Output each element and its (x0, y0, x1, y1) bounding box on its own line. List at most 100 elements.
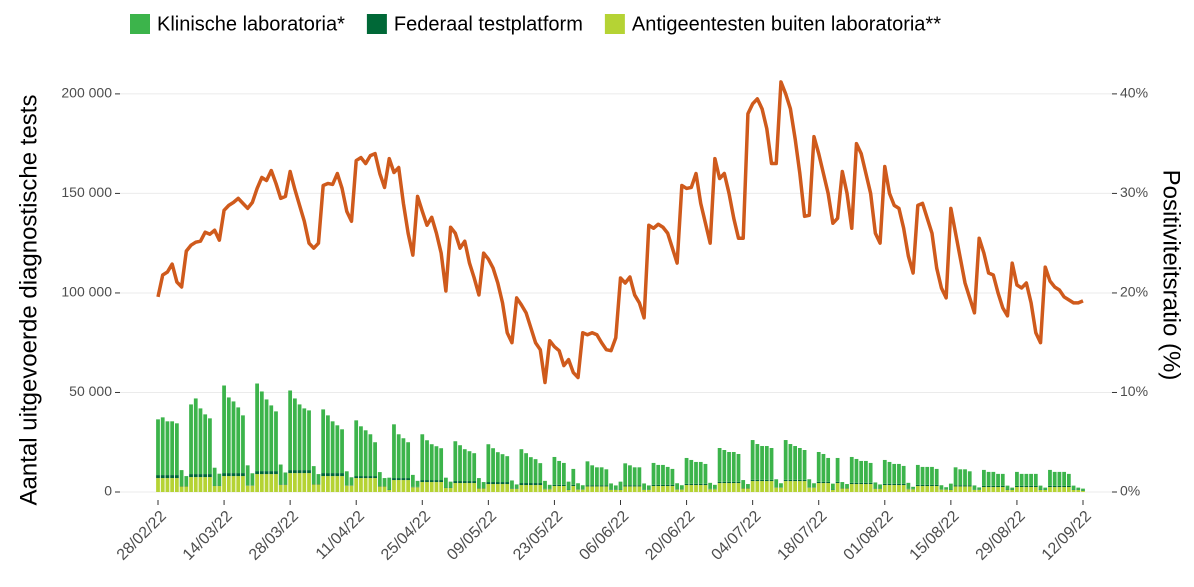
bar-segment (849, 456, 854, 483)
bar-segment (816, 483, 821, 492)
bar-segment (1043, 487, 1048, 490)
bar-segment (1015, 485, 1019, 488)
bar-segment (708, 489, 713, 492)
bar-segment (717, 448, 722, 482)
bar-segment (434, 482, 439, 492)
bar-segment (821, 481, 826, 484)
bar-segment (694, 461, 698, 484)
line (156, 80, 1084, 385)
bar-segment (335, 425, 340, 474)
bar-segment (816, 481, 821, 484)
bar-segment (727, 451, 731, 482)
bar-segment (420, 480, 425, 483)
bar-segment (231, 401, 236, 474)
bar-segment (434, 480, 439, 483)
bar-segment (160, 475, 165, 479)
bar-segment (925, 484, 930, 487)
bar-segment (1038, 485, 1043, 490)
bar-segment (746, 488, 750, 492)
bar-segment (930, 484, 934, 487)
bar-segment (878, 488, 882, 492)
bar-segment (160, 478, 165, 492)
bar-segment (288, 470, 293, 474)
bar-segment (373, 478, 377, 492)
bar-segment (930, 466, 934, 485)
bar-segment (401, 478, 406, 481)
bar-segment (297, 470, 302, 474)
bar-segment (736, 481, 741, 484)
bar-segment (533, 483, 538, 486)
bar-segment (722, 449, 727, 482)
bar-segment (991, 471, 996, 486)
bar-segment (684, 485, 689, 492)
bar-segment (462, 483, 467, 492)
bar-segment (533, 459, 538, 484)
bar-segment (835, 457, 840, 482)
bar-segment (580, 489, 585, 492)
bar-segment (495, 482, 500, 485)
bar-segment (189, 474, 193, 478)
bar-segment (675, 483, 680, 490)
bar-segment (297, 473, 302, 492)
bar-segment (528, 483, 533, 486)
bar-segment (217, 473, 222, 486)
bar-segment (226, 397, 231, 474)
bar-segment (406, 442, 411, 479)
bar-segment (1000, 487, 1005, 492)
bar-segment (278, 464, 283, 485)
bar-segment (278, 484, 283, 492)
bar-segment (628, 465, 632, 486)
bar-segment (854, 458, 859, 483)
bar-segment (1019, 473, 1024, 486)
bar-segment (731, 483, 736, 492)
bar-segment (953, 467, 958, 486)
bar-segment (703, 463, 708, 484)
bar-segment (868, 462, 873, 483)
bar-segment (198, 477, 203, 492)
bar-segment (703, 485, 708, 492)
bar-segment (609, 483, 613, 490)
bar-segment (901, 485, 906, 492)
bar-segment (944, 489, 949, 492)
bar-segment (779, 487, 783, 492)
bar-segment (1005, 485, 1010, 490)
bar-segment (226, 473, 231, 477)
bar-segment (972, 485, 977, 490)
bar-segment (854, 482, 859, 485)
bar-segment (934, 484, 939, 487)
bar-segment (420, 434, 425, 481)
bar-segment (769, 448, 774, 480)
bar-segment (212, 486, 217, 492)
bar-segment (859, 460, 864, 483)
bar-segment (679, 485, 684, 490)
bar-segment (495, 484, 500, 492)
bar-segment (415, 487, 420, 492)
bar-segment (1071, 490, 1076, 492)
bar-segment (344, 485, 349, 492)
bar-segment (392, 424, 396, 479)
bar-segment (755, 481, 760, 492)
x-tick-label: 18/07/22 (774, 508, 830, 564)
bar-segment (840, 488, 845, 492)
bar-segment (882, 459, 887, 484)
bar-segment (368, 434, 373, 477)
bar-segment (1024, 473, 1029, 486)
bar-segment (797, 481, 802, 492)
bar-segment (1071, 485, 1076, 490)
bar-segment (354, 476, 359, 479)
bar-segment (906, 489, 911, 492)
y2-tick-label: 0% (1120, 483, 1140, 499)
bar-segment (208, 477, 212, 492)
bar-segment (316, 474, 321, 485)
bar-segment (245, 485, 250, 492)
bar-segment (514, 484, 519, 489)
bar-segment (241, 476, 245, 492)
bar-segment (920, 484, 925, 487)
bar-segment (439, 448, 444, 481)
bar-segment (477, 478, 481, 489)
bar-segment (821, 453, 826, 482)
bar-segment (561, 484, 566, 487)
bar-segment (462, 481, 467, 484)
bar-segment (1062, 485, 1067, 488)
